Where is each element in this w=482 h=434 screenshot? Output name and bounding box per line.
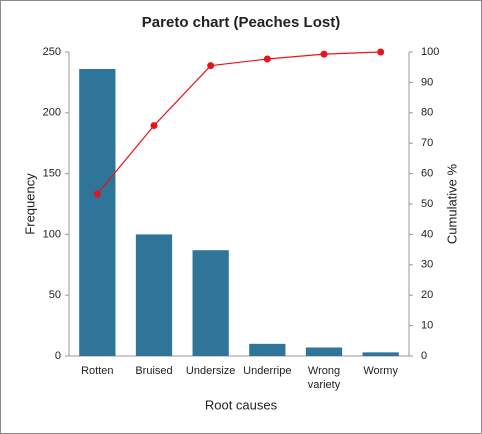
x-tick-label: Bruised: [135, 365, 173, 377]
y2-tick-label: 20: [421, 289, 433, 301]
y-tick-label: 50: [49, 289, 61, 301]
y-tick-label: 200: [43, 107, 61, 119]
bar: [192, 250, 229, 356]
x-tick-label: Wormy: [363, 365, 398, 377]
bar: [249, 343, 286, 356]
x-axis-title: Root causes: [205, 397, 278, 412]
x-tick-label: Wrong variety: [307, 365, 341, 391]
bar: [362, 352, 399, 356]
x-tick-label: Underripe: [243, 365, 292, 377]
chart-title: Pareto chart (Peaches Lost): [142, 14, 340, 31]
y2-tick-label: 80: [421, 107, 433, 119]
cumulative-marker: [320, 50, 328, 58]
y-tick-label: 150: [43, 168, 61, 180]
bar: [305, 347, 343, 356]
y2-tick-label: 40: [421, 228, 433, 240]
y2-tick-label: 50: [421, 198, 433, 210]
y-tick-label: 250: [43, 46, 61, 58]
y2-tick-label: 0: [421, 350, 427, 362]
y-tick-label: 100: [43, 228, 61, 240]
y2-tick-label: 10: [421, 320, 433, 332]
y-tick-label: 0: [55, 350, 61, 362]
y2-tick-label: 90: [421, 76, 433, 88]
y2-tick-label: 30: [421, 259, 433, 271]
y2-axis-title: Cumulative %: [444, 163, 459, 244]
cumulative-marker: [377, 48, 385, 56]
y2-tick-label: 60: [421, 168, 433, 180]
y2-tick-label: 100: [421, 46, 439, 58]
y2-tick-label: 70: [421, 137, 433, 149]
y-axis-title: Frequency: [22, 173, 37, 235]
cumulative-marker: [263, 55, 271, 63]
x-tick-label: Rotten: [81, 365, 114, 377]
bar: [79, 69, 116, 357]
cumulative-marker: [150, 122, 158, 130]
bar: [135, 234, 173, 356]
cumulative-marker: [93, 190, 101, 198]
cumulative-marker: [207, 62, 215, 70]
cumulative-line: [96, 51, 381, 195]
x-tick-label: Undersize: [185, 365, 236, 377]
